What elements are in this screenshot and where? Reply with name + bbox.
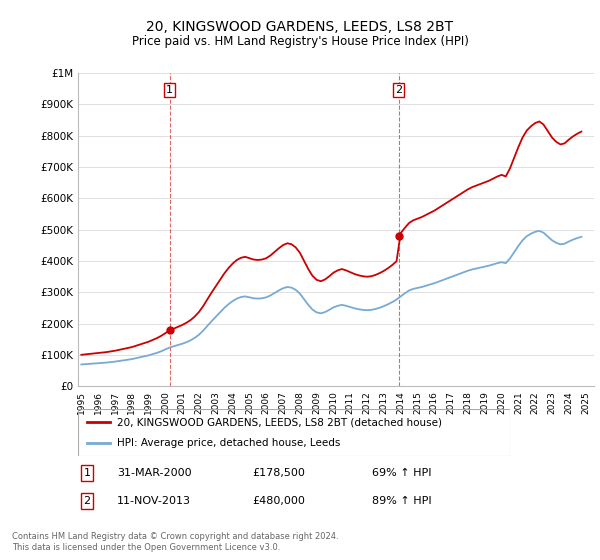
Text: 89% ↑ HPI: 89% ↑ HPI (372, 496, 431, 506)
Text: HPI: Average price, detached house, Leeds: HPI: Average price, detached house, Leed… (117, 438, 340, 448)
Text: 1: 1 (83, 468, 91, 478)
Text: 11-NOV-2013: 11-NOV-2013 (117, 496, 191, 506)
Text: £480,000: £480,000 (252, 496, 305, 506)
Text: £178,500: £178,500 (252, 468, 305, 478)
Text: 20, KINGSWOOD GARDENS, LEEDS, LS8 2BT (detached house): 20, KINGSWOOD GARDENS, LEEDS, LS8 2BT (d… (117, 417, 442, 427)
Text: 69% ↑ HPI: 69% ↑ HPI (372, 468, 431, 478)
Text: 1: 1 (166, 85, 173, 95)
Text: 2: 2 (395, 85, 402, 95)
Text: 31-MAR-2000: 31-MAR-2000 (117, 468, 191, 478)
Text: Price paid vs. HM Land Registry's House Price Index (HPI): Price paid vs. HM Land Registry's House … (131, 35, 469, 48)
Text: 20, KINGSWOOD GARDENS, LEEDS, LS8 2BT: 20, KINGSWOOD GARDENS, LEEDS, LS8 2BT (146, 20, 454, 34)
Text: Contains HM Land Registry data © Crown copyright and database right 2024.
This d: Contains HM Land Registry data © Crown c… (12, 532, 338, 552)
Text: 2: 2 (83, 496, 91, 506)
